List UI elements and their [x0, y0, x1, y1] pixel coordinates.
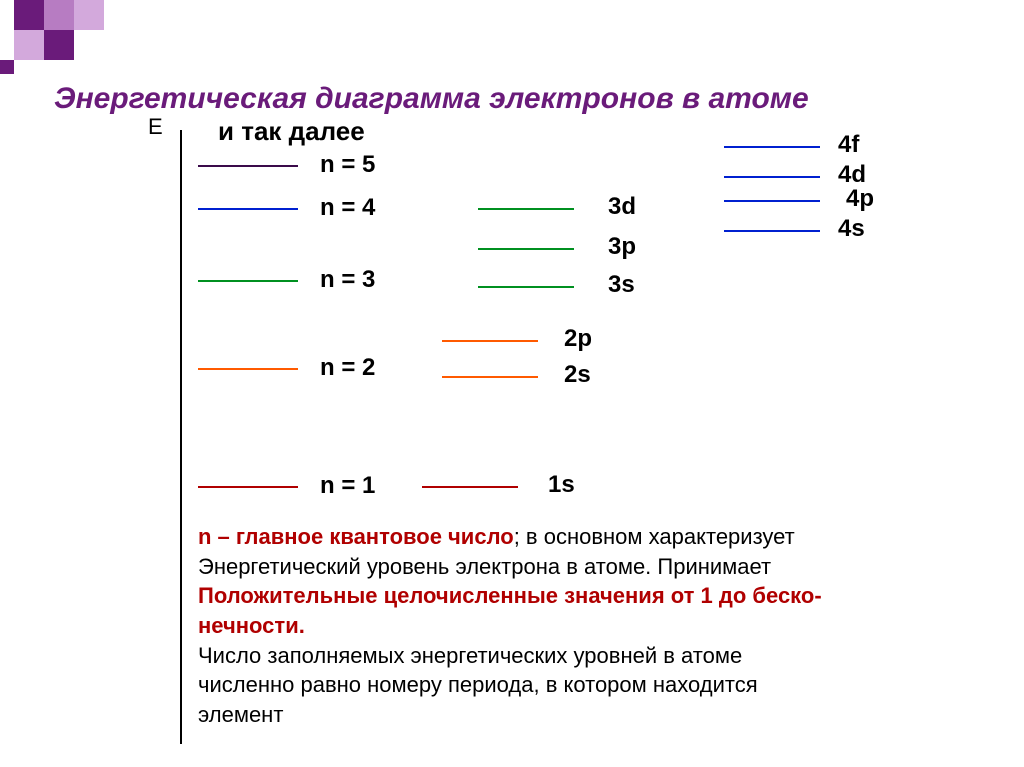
- deco-square: [44, 30, 74, 60]
- energy-axis-label: E: [148, 114, 163, 140]
- text-span: ; в основном характеризует: [514, 524, 795, 549]
- energy-axis-line: [180, 130, 182, 744]
- continues-label: и так далее: [218, 116, 365, 147]
- sublevel-line: [724, 146, 820, 148]
- sublevel-line: [442, 376, 538, 378]
- principal-level-label: n = 1: [320, 472, 375, 500]
- deco-square: [44, 0, 74, 30]
- sublevel-label: 4f: [838, 131, 859, 159]
- description-line: нечности.: [198, 611, 978, 641]
- sublevel-label: 4p: [846, 185, 874, 213]
- deco-square: [74, 0, 104, 30]
- principal-level-line: [198, 368, 298, 370]
- sublevel-line: [442, 340, 538, 342]
- principal-level-line: [198, 208, 298, 210]
- description-line: элемент: [198, 700, 978, 730]
- sublevel-label: 3p: [608, 233, 636, 261]
- sublevel-label: 1s: [548, 471, 575, 499]
- sublevel-label: 2s: [564, 361, 591, 389]
- sublevel-label: 3s: [608, 271, 635, 299]
- principal-level-line: [198, 165, 298, 167]
- principal-level-line: [198, 486, 298, 488]
- sublevel-label: 3d: [608, 193, 636, 221]
- sublevel-label: 2p: [564, 325, 592, 353]
- deco-square: [14, 0, 44, 30]
- highlight-span: Положительные целочисленные значения от …: [198, 583, 822, 608]
- sublevel-line: [724, 230, 820, 232]
- sublevel-line: [724, 200, 820, 202]
- description-line: Число заполняемых энергетических уровней…: [198, 641, 978, 671]
- principal-level-label: n = 2: [320, 354, 375, 382]
- principal-level-label: n = 3: [320, 266, 375, 294]
- deco-square: [14, 30, 44, 60]
- description-text: n – главное квантовое число; в основном …: [198, 522, 978, 730]
- sublevel-line: [724, 176, 820, 178]
- description-line: Положительные целочисленные значения от …: [198, 581, 978, 611]
- principal-level-line: [198, 280, 298, 282]
- text-span: численно равно номеру периода, в котором…: [198, 672, 758, 697]
- sublevel-line: [478, 286, 574, 288]
- highlight-span: нечности.: [198, 613, 305, 638]
- sublevel-line: [478, 248, 574, 250]
- description-line: Энергетический уровень электрона в атоме…: [198, 552, 978, 582]
- highlight-span: n – главное квантовое число: [198, 524, 514, 549]
- text-span: элемент: [198, 702, 283, 727]
- description-line: численно равно номеру периода, в котором…: [198, 670, 978, 700]
- slide-title: Энергетическая диаграмма электронов в ат…: [54, 82, 809, 116]
- sublevel-label: 4s: [838, 215, 865, 243]
- sublevel-line: [422, 486, 518, 488]
- text-span: Число заполняемых энергетических уровней…: [198, 643, 742, 668]
- sublevel-line: [478, 208, 574, 210]
- deco-square: [0, 60, 14, 74]
- description-line: n – главное квантовое число; в основном …: [198, 522, 978, 552]
- principal-level-label: n = 4: [320, 194, 375, 222]
- principal-level-label: n = 5: [320, 151, 375, 179]
- text-span: Энергетический уровень электрона в атоме…: [198, 554, 771, 579]
